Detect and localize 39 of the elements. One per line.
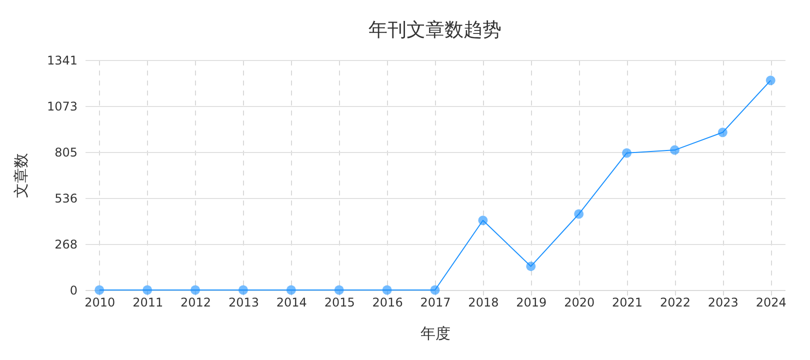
point xyxy=(718,128,728,138)
point xyxy=(190,285,200,295)
y-tick-label: 268 xyxy=(54,238,78,252)
y-axis-title: 文章数 xyxy=(12,153,30,198)
x-tick-label: 2014 xyxy=(276,296,307,310)
point xyxy=(478,216,488,226)
point xyxy=(430,285,440,295)
x-tick-label: 2023 xyxy=(708,296,738,310)
point xyxy=(766,76,776,86)
x-tick-label: 2022 xyxy=(660,296,690,310)
x-tick-label: 2015 xyxy=(324,296,355,310)
point xyxy=(142,285,152,295)
point xyxy=(526,262,536,272)
y-tick-label: 536 xyxy=(54,192,78,206)
y-tick-label: 1341 xyxy=(46,54,78,68)
point xyxy=(286,285,296,295)
x-tick-label: 2019 xyxy=(516,296,547,310)
point xyxy=(382,285,392,295)
point xyxy=(574,209,584,219)
x-tick-label: 2020 xyxy=(564,296,595,310)
x-tick-label: 2018 xyxy=(468,296,499,310)
point xyxy=(622,148,632,158)
y-tick-label: 0 xyxy=(70,284,78,298)
y-tick-label: 805 xyxy=(54,145,78,160)
chart-title: 年刊文章数趋势 xyxy=(368,19,502,41)
x-tick-label: 2012 xyxy=(180,296,212,310)
x-tick-label: 2021 xyxy=(612,296,643,310)
x-tick-label: 2013 xyxy=(228,296,259,310)
x-tick-label: 2016 xyxy=(372,296,403,310)
x-axis-title: 年度 xyxy=(420,324,450,342)
point xyxy=(94,285,104,295)
point xyxy=(670,145,680,155)
x-tick-label: 2011 xyxy=(132,296,164,310)
x-tick-label: 2017 xyxy=(420,296,451,310)
point xyxy=(334,285,344,295)
x-tick-label: 2010 xyxy=(84,296,116,310)
point xyxy=(238,285,248,295)
x-tick-label: 2024 xyxy=(756,296,786,310)
y-tick-label: 1073 xyxy=(46,99,78,114)
